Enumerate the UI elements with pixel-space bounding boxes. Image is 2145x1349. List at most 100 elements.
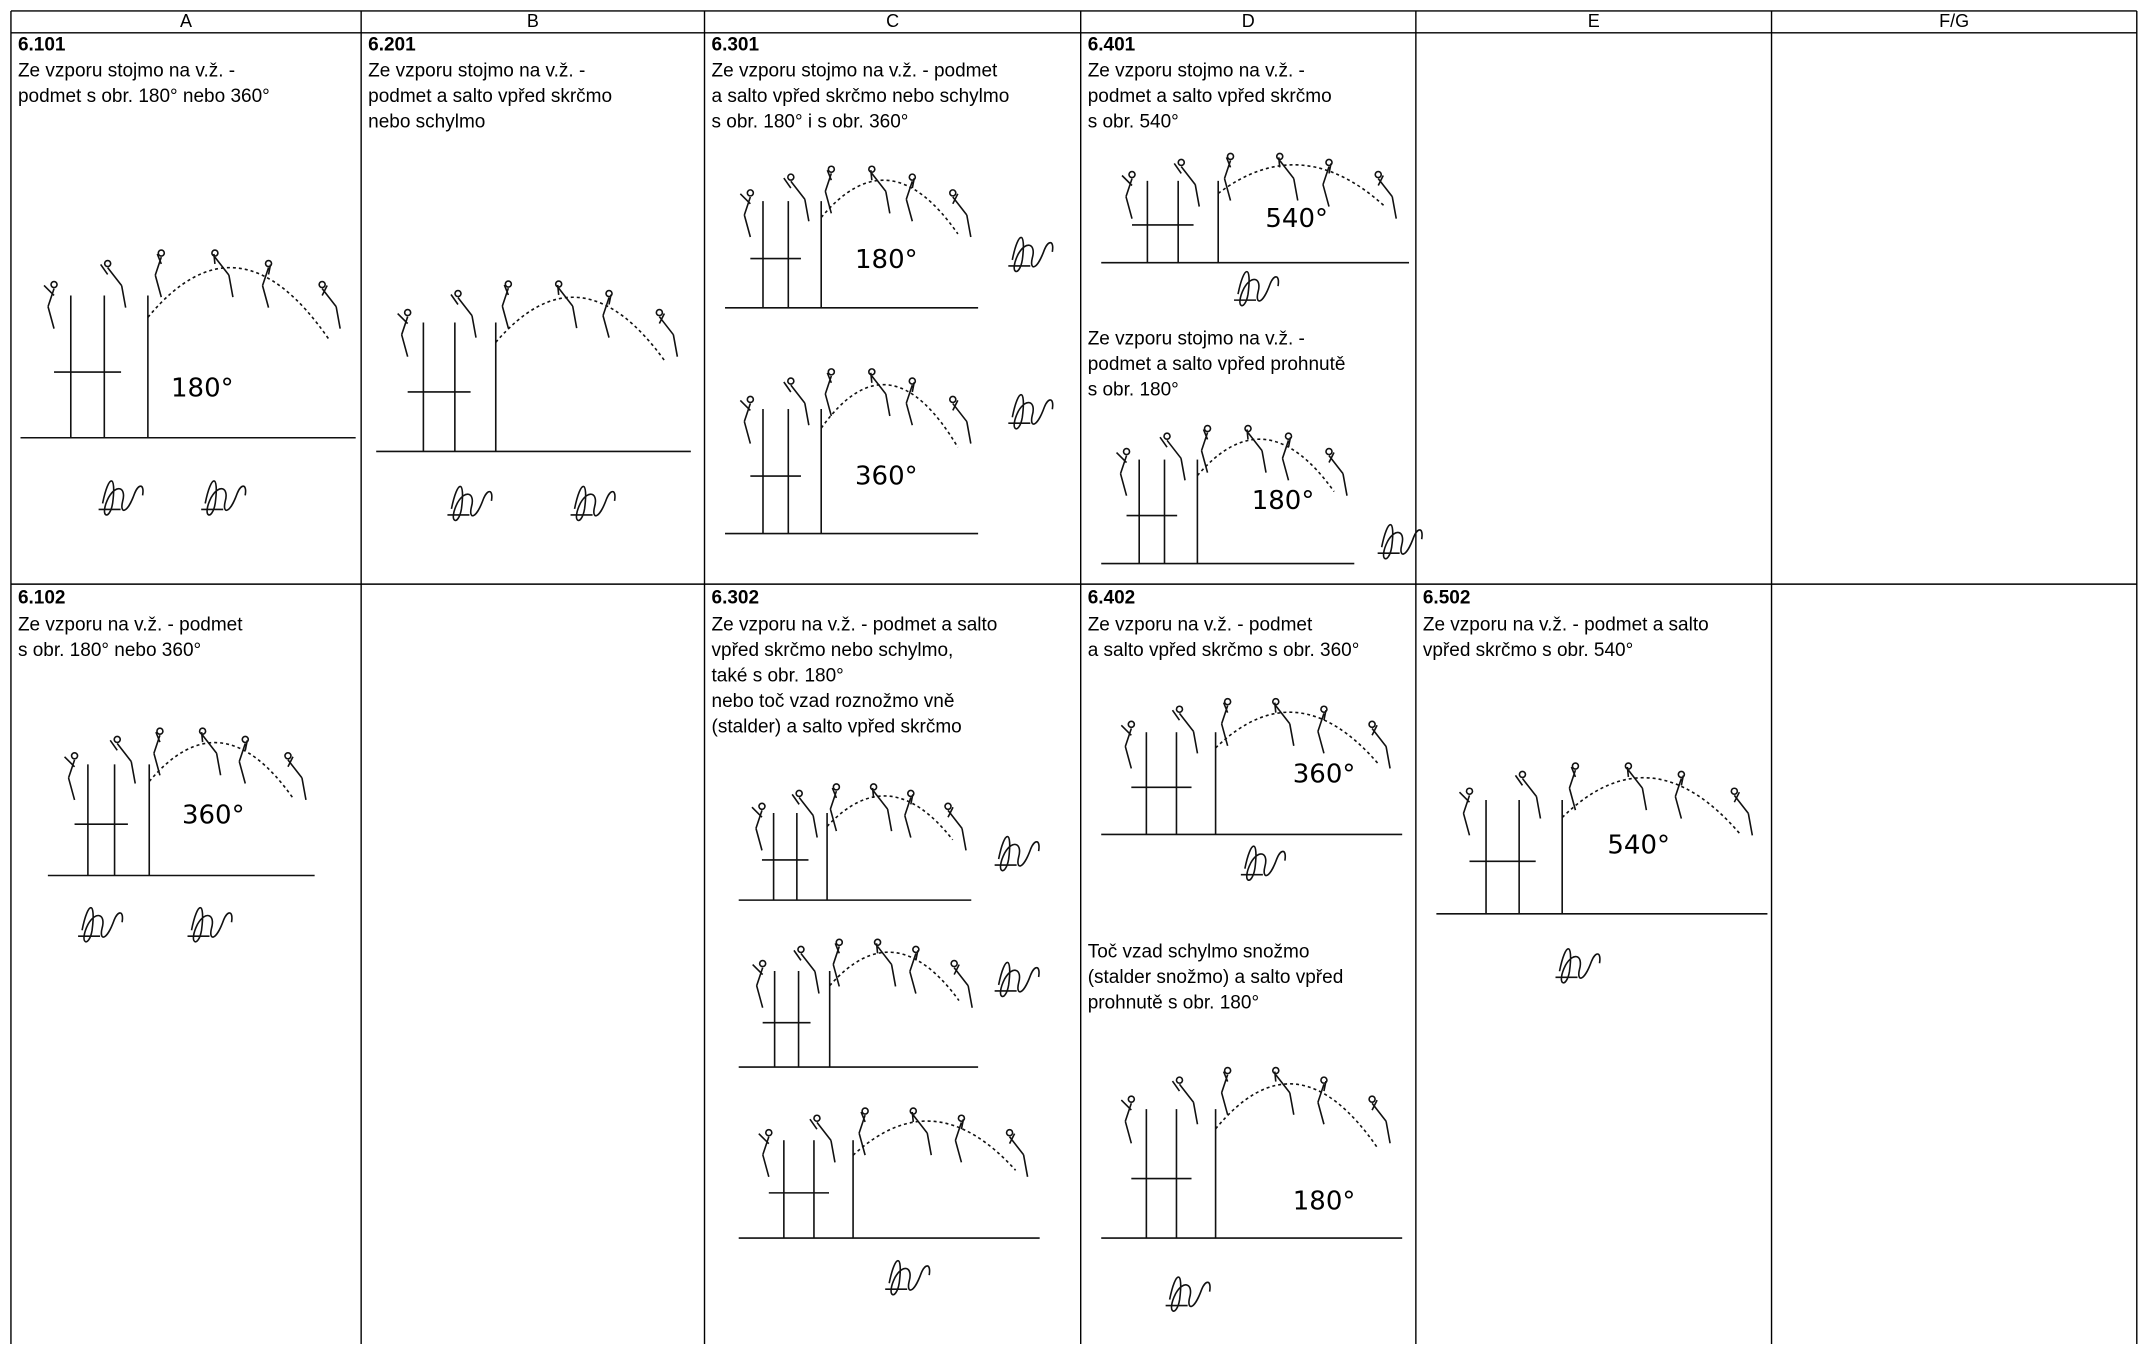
- gymnast-head: [1320, 705, 1328, 714]
- gymnast-body: [905, 177, 916, 222]
- gymnast-body: [501, 284, 510, 329]
- gymnast-head: [1465, 787, 1474, 796]
- gymnast-head: [758, 802, 766, 811]
- gymnast-head: [113, 735, 122, 744]
- gymnast-body: [1273, 702, 1295, 746]
- item-code: 6.502: [1423, 587, 1471, 608]
- gymnast-body: [1121, 174, 1133, 219]
- gymnast-body: [911, 1111, 933, 1156]
- gymnast-head: [827, 368, 836, 376]
- column-header: D: [1242, 11, 1255, 31]
- gymnast-head: [241, 735, 250, 744]
- gymnast-body: [824, 169, 833, 214]
- gymnast-body: [1008, 1133, 1029, 1177]
- gymnast-body: [905, 381, 916, 426]
- gymnast-body: [954, 1119, 965, 1163]
- gymnast-body: [63, 756, 76, 801]
- gymnast-body: [870, 170, 891, 214]
- gymnast-head: [1122, 447, 1131, 456]
- column-header: A: [180, 11, 192, 31]
- gymnast-body: [1322, 163, 1332, 207]
- gymnast-body: [154, 253, 163, 298]
- gymnast-body: [287, 756, 307, 801]
- gymnast-head: [813, 1114, 821, 1123]
- gymnast-body: [953, 964, 973, 1008]
- item-description: Ze vzporu stojmo na v.ž. - podmet: [712, 61, 999, 82]
- item-code: 6.401: [1088, 35, 1136, 56]
- gymnast-body: [952, 193, 972, 238]
- gymnast-body: [213, 253, 234, 298]
- gymnast-body: [1115, 451, 1128, 496]
- figure-label: 360°: [855, 461, 918, 491]
- item-description: podmet s obr. 180° nebo 360°: [18, 86, 270, 107]
- item-description: (stalder) a salto vpřed skrčmo: [712, 716, 962, 737]
- gymnast-head: [1518, 770, 1527, 779]
- gymnast-body: [602, 294, 612, 338]
- gymnast-body: [909, 950, 919, 994]
- item-description: Ze vzporu stojmo na v.ž. -: [1088, 329, 1305, 350]
- flight-arc: [148, 741, 294, 800]
- gymnast-head: [1175, 705, 1184, 714]
- gymnast-head: [1325, 158, 1333, 167]
- gymnast-head: [1677, 770, 1686, 779]
- gymnast-body: [1159, 436, 1186, 481]
- gymnast-body: [153, 731, 161, 776]
- gymnast-body: [1246, 429, 1267, 473]
- gymnast-head: [284, 752, 292, 760]
- gymnast-head: [1571, 762, 1580, 770]
- gymnast-head: [869, 783, 878, 791]
- gymnast-body: [752, 963, 764, 1008]
- item-description: nebo schylmo: [368, 111, 485, 132]
- symbol: [1008, 394, 1054, 430]
- gymnast-body: [261, 264, 272, 308]
- symbol: [447, 485, 493, 521]
- item-description: s obr. 540°: [1088, 111, 1179, 132]
- gymnast-head: [1271, 1066, 1280, 1075]
- item-code: 6.402: [1088, 587, 1136, 608]
- gymnast-head: [787, 377, 795, 385]
- gymnast-body: [758, 1133, 770, 1178]
- figure-label: 180°: [1252, 486, 1315, 516]
- gymnast-head: [1128, 170, 1136, 179]
- gymnast-body: [1377, 175, 1398, 219]
- gymnast-body: [1200, 429, 1209, 473]
- column-header: E: [1588, 11, 1600, 31]
- gymnast-body: [751, 806, 763, 851]
- flight-arc: [820, 383, 959, 448]
- item-description: nebo toč vzad roznožmo vně: [712, 691, 955, 712]
- item-code: 6.102: [18, 587, 66, 608]
- gymnast-body: [1220, 1071, 1229, 1115]
- gymnast-head: [1271, 697, 1280, 706]
- gymnast-head: [1005, 1128, 1014, 1137]
- gymnast-head: [832, 783, 841, 791]
- gymnast-body: [1277, 157, 1299, 201]
- gymnast-body: [829, 787, 838, 832]
- gymnast-body: [952, 400, 972, 444]
- gymnast-head: [746, 189, 755, 197]
- gymnast-body: [824, 372, 833, 417]
- gymnast-head: [827, 165, 836, 174]
- gymnast-head: [1275, 152, 1284, 161]
- gymnast-head: [103, 259, 112, 268]
- item-description: (stalder snožmo) a salto vpřed: [1088, 967, 1344, 988]
- item-description: prohnutě s obr. 180°: [1088, 992, 1259, 1013]
- gymnast-head: [655, 308, 664, 317]
- flight-arc: [495, 296, 667, 363]
- gymnast-body: [43, 284, 55, 329]
- item-description: s obr. 180° nebo 360°: [18, 640, 201, 661]
- symbol: [570, 485, 616, 521]
- gymnast-head: [157, 249, 166, 257]
- gymnast-head: [1223, 1066, 1232, 1075]
- gymnast-head: [1730, 787, 1739, 796]
- gymnast-head: [198, 727, 207, 735]
- gymnast-head: [554, 280, 563, 288]
- symbol: [1555, 948, 1601, 984]
- gymnast-head: [1127, 720, 1136, 729]
- symbol: [885, 1260, 931, 1296]
- gymnast-head: [70, 752, 79, 760]
- gymnast-head: [861, 1107, 869, 1115]
- gymnast-body: [947, 806, 967, 851]
- gymnast-head: [758, 959, 767, 968]
- gymnast-body: [739, 399, 752, 444]
